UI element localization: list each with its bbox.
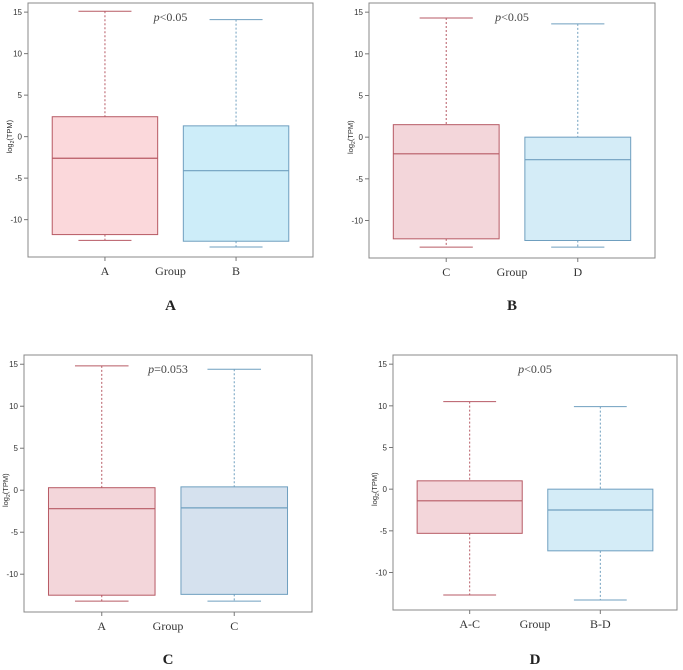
iqr-box (182, 125, 290, 242)
box-C (180, 368, 289, 602)
x-axis-label: Group (520, 617, 551, 631)
plot-frame (27, 2, 314, 258)
y-axis-label: log2(TPM) (346, 120, 357, 154)
box-A (47, 365, 156, 602)
iqr-box (180, 486, 289, 595)
x-axis-label: Group (497, 265, 528, 279)
y-axis-label-rest: (TPM) (370, 472, 379, 493)
x-tick-label: A-C (459, 617, 480, 631)
panel-letter: C (163, 652, 174, 668)
y-tick-label: 15 (354, 8, 363, 17)
y-axis-label: log2(TPM) (370, 472, 381, 506)
y-tick-label: 15 (13, 8, 22, 17)
y-tick-label: 10 (354, 50, 363, 59)
y-tick-label: 5 (18, 91, 23, 100)
y-tick-label: 10 (13, 50, 22, 59)
p-value: <0.05 (524, 362, 552, 376)
iqr-box (547, 488, 654, 552)
box-C (392, 17, 500, 248)
y-axis-label-subscript: 2 (10, 140, 16, 143)
y-tick-label: 5 (383, 444, 388, 453)
y-axis-label-rest: (TPM) (346, 120, 355, 141)
y-tick-label: 0 (14, 486, 19, 495)
iqr-box (47, 487, 156, 596)
plot-frame (392, 354, 678, 611)
y-tick-label: -10 (375, 569, 387, 578)
iqr-box (392, 124, 500, 240)
y-tick-label: -5 (380, 527, 388, 536)
p-value: <0.05 (160, 10, 188, 24)
x-tick-label: A (101, 264, 110, 278)
p-symbol: p (494, 10, 501, 24)
y-tick-label: 5 (359, 92, 364, 101)
y-tick-label: -10 (6, 570, 18, 579)
y-axis-label-rest: (TPM) (1, 473, 10, 494)
y-tick-label: 15 (378, 360, 387, 369)
panel-A: 15 10 5 0 -5 -10 log2(TPM) p<0.05 A B Group A (5, 2, 314, 314)
box-B-D (547, 406, 654, 601)
y-tick-label: 10 (378, 402, 387, 411)
p-value-annotation: p<0.05 (517, 362, 552, 376)
box-A-C (416, 401, 523, 596)
y-axis-label: log2(TPM) (5, 119, 16, 153)
p-value-annotation: p<0.05 (494, 10, 529, 24)
y-tick-label: 0 (18, 133, 23, 142)
y-tick-label: 0 (359, 133, 364, 142)
y-tick-label: 15 (9, 360, 18, 369)
box-B (182, 19, 290, 248)
y-tick-label: 10 (9, 402, 18, 411)
box-A (51, 10, 159, 241)
p-symbol: p (517, 362, 524, 376)
y-axis-label: log2(TPM) (1, 473, 12, 507)
x-tick-label: C (442, 265, 450, 279)
x-tick-label: B (232, 264, 240, 278)
panel-letter: B (507, 298, 517, 314)
y-axis-label-subscript: 2 (6, 494, 12, 497)
x-tick-label: A (97, 619, 106, 633)
panel-B: 15 10 5 0 -5 -10 log2(TPM) p<0.05 C D Group B (346, 2, 656, 314)
p-value: <0.05 (501, 10, 529, 24)
p-value-annotation: p<0.05 (153, 10, 188, 24)
panel-C: 15 10 5 0 -5 -10 log2(TPM) p=0.053 A C Group C (1, 354, 313, 668)
x-tick-label: C (230, 619, 238, 633)
iqr-box (416, 480, 523, 534)
y-tick-label: 0 (383, 485, 388, 494)
x-tick-label: D (573, 265, 582, 279)
y-tick-label: -10 (10, 216, 22, 225)
plot-frame (23, 354, 313, 613)
panel-letter: A (165, 298, 176, 314)
panel-D: 15 10 5 0 -5 -10 log2(TPM) p<0.05 A-C B-D Group D (370, 354, 678, 668)
x-tick-label: B-D (590, 617, 611, 631)
p-symbol: p (153, 10, 160, 24)
y-axis-label-rest: (TPM) (5, 119, 14, 140)
panel-letter: D (530, 652, 541, 668)
y-tick-label: -5 (356, 175, 364, 184)
y-tick-label: -10 (351, 217, 363, 226)
plot-frame (368, 2, 656, 259)
p-value-annotation: p=0.053 (147, 362, 188, 376)
x-axis-label: Group (155, 264, 186, 278)
iqr-box (51, 116, 159, 236)
y-axis-label-subscript: 2 (375, 493, 381, 496)
x-axis-label: Group (153, 619, 184, 633)
p-value: =0.053 (154, 362, 188, 376)
y-tick-label: -5 (11, 528, 19, 537)
y-tick-label: -5 (15, 174, 23, 183)
y-axis-label-subscript: 2 (351, 141, 357, 144)
iqr-box (524, 136, 632, 242)
p-symbol: p (147, 362, 154, 376)
box-D (524, 23, 632, 248)
y-tick-label: 5 (14, 444, 19, 453)
